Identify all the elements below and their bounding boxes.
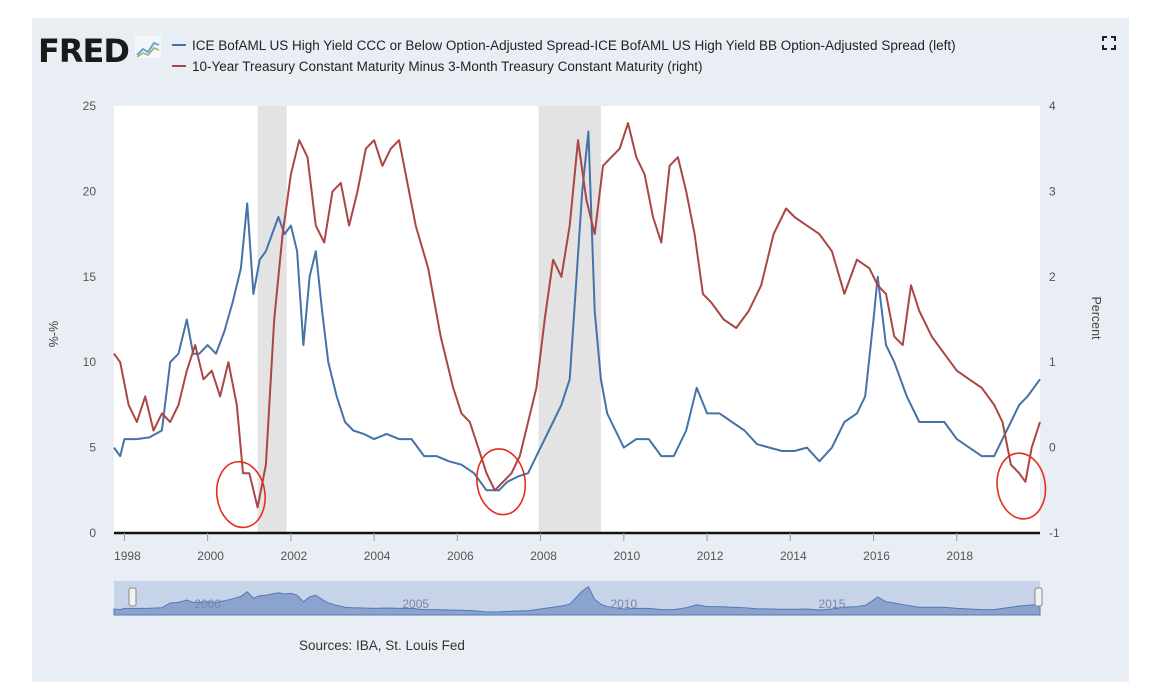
- hand-drawn-annotations: [215, 448, 1047, 529]
- right-axis: -1 0 1 2 3 4: [1049, 99, 1060, 540]
- x-tick-label: 2016: [863, 549, 890, 563]
- x-tick-label: 2006: [447, 549, 474, 563]
- left-axis: 0 5 10 15 20 25: [83, 99, 97, 540]
- red-circle-annotation: [215, 460, 266, 529]
- left-tick-label: 20: [83, 184, 97, 198]
- x-tick-label: 2002: [281, 549, 308, 563]
- left-tick-label: 5: [89, 441, 96, 455]
- navigator-labels: 2000 2005 2010 2015: [194, 597, 845, 611]
- legend-item-right-series[interactable]: 10-Year Treasury Constant Maturity Minus…: [172, 59, 702, 74]
- x-tick-label: 2018: [946, 549, 973, 563]
- left-tick-label: 15: [83, 270, 97, 284]
- red-circle-annotation: [996, 452, 1047, 520]
- navigator-label: 2010: [610, 597, 637, 611]
- x-tick-label: 1998: [114, 549, 141, 563]
- navigator-label: 2000: [194, 597, 221, 611]
- line-chart-icon: [135, 36, 161, 58]
- right-tick-label: 2: [1049, 270, 1056, 284]
- legend-item-left-series[interactable]: ICE BofAML US High Yield CCC or Below Op…: [172, 38, 956, 53]
- right-tick-label: 1: [1049, 355, 1056, 369]
- x-tick-label: 2012: [697, 549, 724, 563]
- legend-label: ICE BofAML US High Yield CCC or Below Op…: [192, 38, 956, 53]
- x-axis: 1998 2000 2002 2004 2006 2008 2010 2012 2014 2016…: [114, 533, 973, 563]
- right-tick-label: 0: [1049, 441, 1056, 455]
- left-tick-label: 0: [89, 526, 96, 540]
- fullscreen-icon[interactable]: [1102, 36, 1116, 50]
- right-tick-label: 3: [1049, 184, 1056, 198]
- right-tick-label: 4: [1049, 99, 1056, 113]
- series-lines: [113, 122, 1041, 509]
- x-tick-label: 2010: [613, 549, 640, 563]
- legend-swatch-blue: [172, 44, 186, 47]
- series-line-left[interactable]: [113, 130, 1041, 492]
- series-line-right[interactable]: [113, 122, 1041, 509]
- navigator-label: 2015: [819, 597, 846, 611]
- red-circle-annotation: [476, 448, 527, 516]
- range-navigator[interactable]: 2000 2005 2010 2015: [113, 581, 1043, 616]
- left-axis-title: %-%: [47, 321, 61, 347]
- right-axis-title: Percent: [1089, 296, 1103, 340]
- x-tick-label: 2000: [197, 549, 224, 563]
- x-tick-label: 2008: [530, 549, 557, 563]
- x-tick-label: 2014: [780, 549, 807, 563]
- left-tick-label: 10: [83, 355, 97, 369]
- navigator-area: [113, 586, 1041, 616]
- legend-swatch-red: [172, 65, 186, 68]
- chart-canvas: 0 5 10 15 20 25 -1 0 1 2 3 4 1998 2000 2002 2004 2006 2…: [47, 99, 1103, 616]
- navigator-right-handle[interactable]: [1034, 587, 1043, 607]
- left-tick-label: 25: [83, 99, 97, 113]
- sources-note: Sources: IBA, St. Louis Fed: [299, 638, 465, 653]
- recession-band: [257, 106, 287, 533]
- navigator-label: 2005: [402, 597, 429, 611]
- legend-label: 10-Year Treasury Constant Maturity Minus…: [192, 59, 703, 74]
- x-tick-label: 2004: [364, 549, 391, 563]
- recession-band: [538, 106, 601, 533]
- navigator-left-handle[interactable]: [128, 587, 137, 607]
- chart-frame: FRED ICE BofAML US High Yield CCC or Bel…: [32, 18, 1129, 682]
- right-tick-label: -1: [1049, 526, 1060, 540]
- fred-logo: FRED: [38, 32, 130, 70]
